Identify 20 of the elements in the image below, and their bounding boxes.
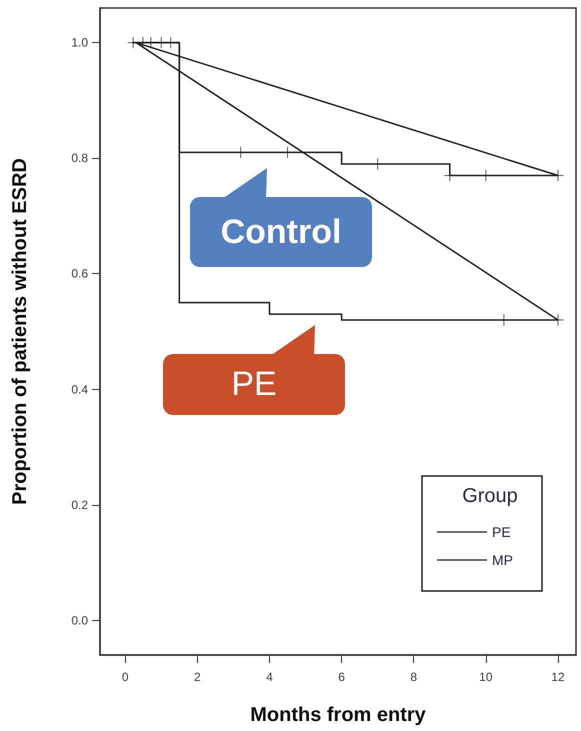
x-tick-label: 10 bbox=[479, 670, 493, 684]
annotation: Control bbox=[190, 197, 372, 267]
x-tick-label: 8 bbox=[410, 670, 418, 684]
y-tick-label: 0.6 bbox=[71, 266, 88, 281]
legend-label: PE bbox=[492, 524, 511, 540]
y-tick-label: 0.8 bbox=[71, 151, 88, 166]
y-tick-label: 0.4 bbox=[71, 382, 88, 396]
x-tick-label: 4 bbox=[266, 670, 274, 684]
annotation: PE bbox=[163, 354, 345, 415]
y-tick-label: 0.2 bbox=[71, 498, 88, 512]
legend-title: Group bbox=[462, 485, 518, 507]
x-tick-label: 2 bbox=[194, 670, 202, 684]
x-axis-title: Months from entry bbox=[250, 704, 427, 726]
y-axis-title: Proportion of patients without ESRD bbox=[9, 158, 31, 505]
x-tick-label: 6 bbox=[338, 670, 346, 684]
legend-label: MP bbox=[492, 552, 513, 568]
y-tick-label: 1.0 bbox=[71, 36, 88, 50]
y-tick-label: 0.0 bbox=[71, 613, 88, 628]
x-tick-label: 12 bbox=[551, 670, 565, 684]
x-tick-label: 0 bbox=[122, 670, 129, 684]
